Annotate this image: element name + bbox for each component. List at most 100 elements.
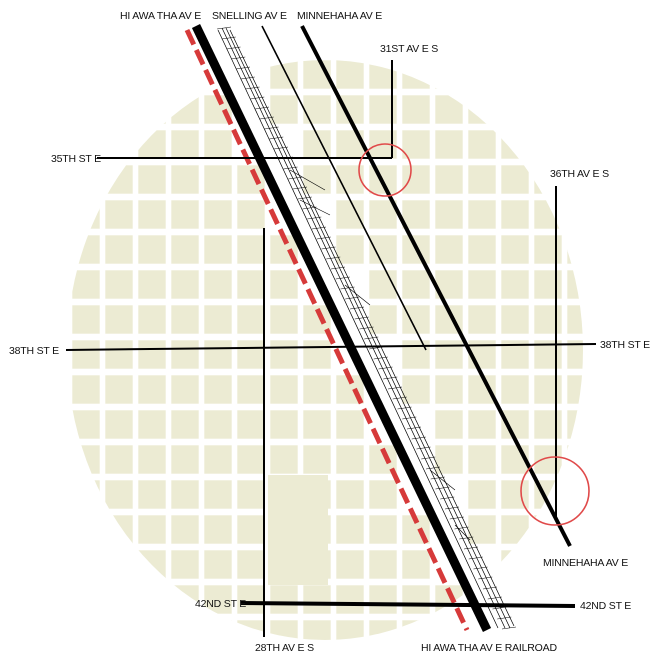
city-block (269, 409, 299, 440)
rail-tie (468, 556, 483, 560)
rail-tie (326, 256, 341, 260)
city-block (566, 479, 583, 510)
city-block (533, 304, 563, 335)
city-block (203, 164, 233, 195)
city-block (302, 444, 332, 475)
city-block (203, 304, 233, 335)
minnehaha-ave-road (300, 25, 572, 547)
city-block (203, 339, 233, 370)
rail-tie (416, 446, 431, 450)
city-block (137, 234, 167, 265)
city-block (533, 269, 563, 300)
city-block (170, 444, 200, 475)
rail-tie (340, 286, 355, 290)
city-block (236, 409, 266, 440)
city-block (401, 549, 431, 580)
city-block (434, 374, 464, 405)
city-block (104, 199, 134, 230)
city-block (203, 409, 233, 440)
city-block (203, 129, 233, 160)
city-block (434, 164, 464, 195)
city-block (434, 409, 464, 440)
city-block (500, 549, 530, 580)
city-block (236, 374, 266, 405)
rail-spur (344, 284, 371, 306)
rail-tie (264, 126, 279, 130)
label-42nd-st-left: 42ND ST E (195, 598, 246, 610)
city-block (269, 269, 299, 300)
city-block (500, 234, 530, 265)
city-block (137, 304, 167, 335)
city-block (401, 234, 431, 265)
city-block (71, 444, 101, 475)
highlight-circle-36th (520, 456, 590, 526)
label-42nd-st-right: 42ND ST E (580, 600, 631, 612)
rail-spur (454, 524, 471, 541)
city-block (302, 619, 332, 640)
city-block (401, 164, 431, 195)
rail-tie (497, 616, 512, 620)
city-block (203, 374, 233, 405)
rail-tie (425, 466, 441, 470)
rail-tie (435, 486, 450, 490)
city-block (434, 234, 464, 265)
city-block (467, 514, 497, 545)
city-block (368, 584, 398, 615)
rail-tie (482, 586, 498, 590)
city-block (104, 129, 134, 160)
label-31st-ave: 31ST AV E S (380, 43, 438, 55)
city-block (401, 199, 431, 230)
rail-track (217, 29, 499, 629)
42nd-st-road (240, 601, 576, 608)
city-block (533, 409, 563, 440)
city-block (203, 199, 233, 230)
city-block (533, 584, 563, 615)
rail-tie (349, 306, 365, 310)
city-block (170, 60, 200, 90)
city-block (104, 339, 134, 370)
city-block (335, 549, 365, 580)
rail-tie (373, 356, 388, 360)
city-block (434, 199, 464, 230)
city-block (566, 304, 583, 335)
city-block (533, 199, 563, 230)
city-block (500, 374, 530, 405)
city-block (170, 199, 200, 230)
rail-tie (231, 56, 246, 60)
city-block (269, 94, 299, 125)
city-block (170, 164, 200, 195)
city-block (137, 444, 167, 475)
city-block (104, 549, 134, 580)
city-block (500, 60, 530, 90)
city-block (137, 549, 167, 580)
city-block (203, 479, 233, 510)
city-block (500, 584, 530, 615)
label-hiawatha-railroad: HI AWA THA AV E RAILROAD (421, 642, 557, 654)
city-block (71, 479, 101, 510)
rail-tie (478, 576, 493, 580)
city-block (467, 409, 497, 440)
city-block (71, 374, 101, 405)
city-block (467, 94, 497, 125)
city-block (335, 60, 365, 90)
city-block (170, 269, 200, 300)
city-block (137, 339, 167, 370)
rail-tie (463, 546, 479, 550)
city-block (335, 584, 365, 615)
city-block (104, 94, 134, 125)
city-block (566, 514, 583, 545)
rail-tie (402, 416, 417, 420)
rail-tie (501, 626, 517, 630)
city-block (368, 304, 398, 335)
city-block (434, 129, 464, 160)
rail-tie (392, 396, 407, 400)
38th-st-road (65, 343, 597, 351)
city-block (236, 269, 266, 300)
city-block (269, 584, 299, 615)
city-block (71, 514, 101, 545)
city-block (533, 444, 563, 475)
city-block (401, 94, 431, 125)
city-block (566, 129, 583, 160)
city-block (335, 199, 365, 230)
city-block (368, 234, 398, 265)
